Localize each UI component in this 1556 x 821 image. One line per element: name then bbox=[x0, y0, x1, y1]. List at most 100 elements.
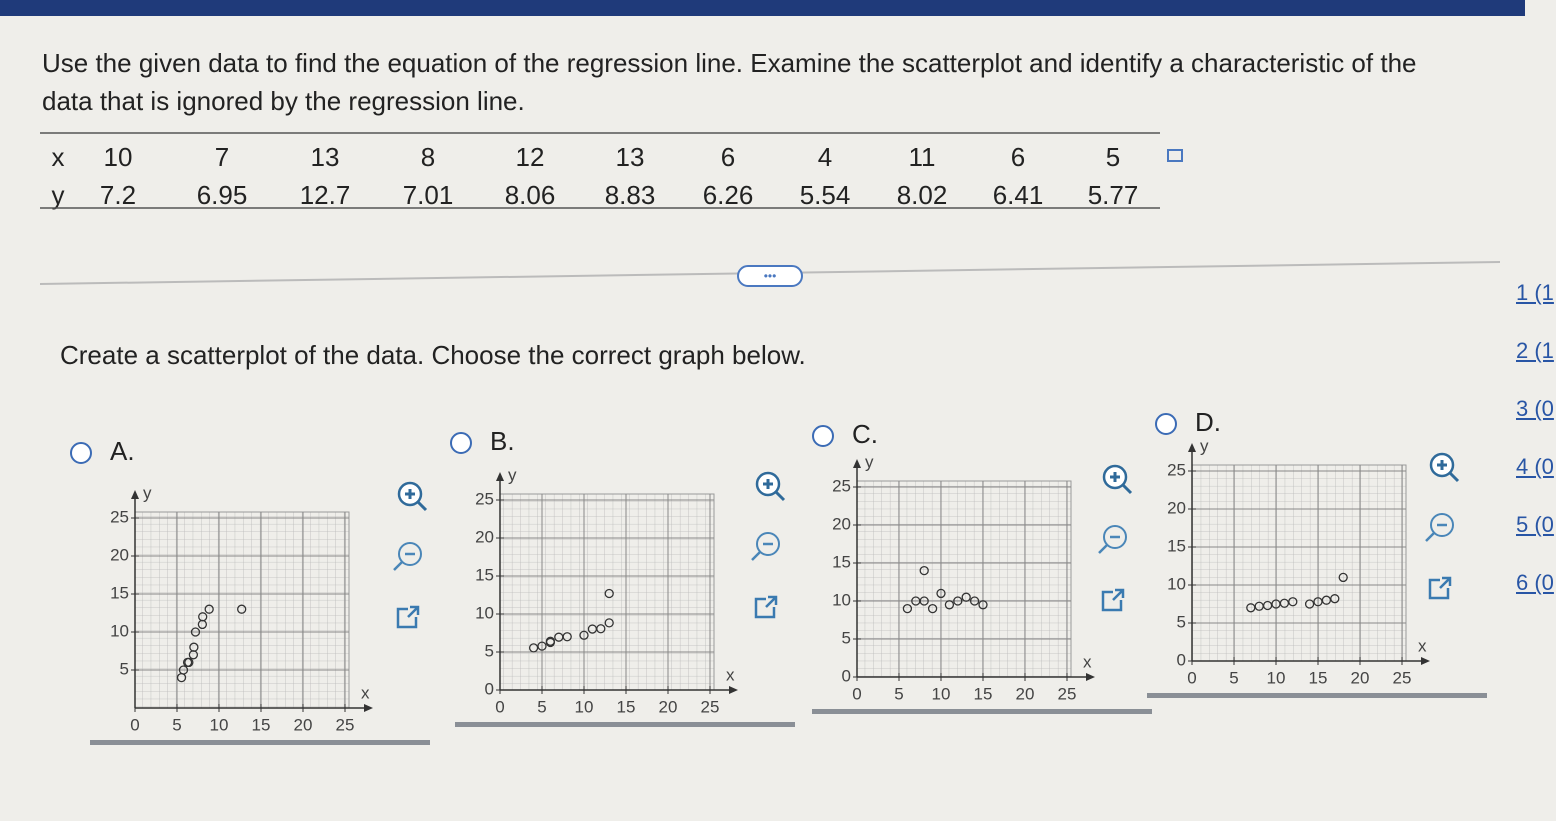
question-link[interactable]: 6 (0 bbox=[1516, 570, 1554, 595]
y-tick-label: 25 bbox=[110, 507, 129, 526]
x-tick-label: 5 bbox=[1229, 668, 1238, 687]
y-axis-label: y bbox=[1200, 436, 1209, 455]
plot-area bbox=[1191, 464, 1407, 662]
row-label: x bbox=[51, 142, 65, 172]
y-tick-label: 5 bbox=[120, 659, 129, 678]
zoom-out-icon[interactable] bbox=[1425, 523, 1447, 542]
y-tick-label: 15 bbox=[832, 552, 851, 571]
table-cell: 13 bbox=[310, 142, 340, 172]
y-arrow bbox=[496, 472, 504, 481]
point bbox=[237, 604, 247, 614]
x-tick-label: 20 bbox=[659, 697, 678, 716]
table-cell: 5 bbox=[1105, 142, 1121, 172]
y-tick-label: 20 bbox=[110, 545, 129, 564]
x-tick-label: 10 bbox=[575, 697, 594, 716]
zoom-out-icon[interactable] bbox=[751, 542, 773, 561]
point bbox=[604, 588, 614, 599]
radio-button[interactable] bbox=[450, 432, 472, 454]
plot-area bbox=[499, 493, 715, 691]
y-tick-label: 20 bbox=[832, 514, 851, 533]
table-cell: 12 bbox=[515, 142, 545, 172]
x-tick-label: 20 bbox=[1016, 684, 1035, 703]
y-arrow bbox=[1188, 443, 1196, 452]
zoom-out-icon[interactable] bbox=[756, 532, 780, 556]
question: Use the given data to find the equation … bbox=[42, 48, 1417, 116]
option-label[interactable]: C. bbox=[852, 419, 878, 449]
x-tick-label: 5 bbox=[172, 715, 181, 734]
table-cell: 6.95 bbox=[196, 180, 248, 210]
point bbox=[919, 565, 929, 576]
copy-icon[interactable] bbox=[1167, 149, 1183, 162]
table-cell: 5.77 bbox=[1087, 180, 1139, 210]
open-icon[interactable] bbox=[1101, 588, 1125, 612]
y-tick-label: 25 bbox=[832, 476, 851, 495]
question-link[interactable]: 5 (0 bbox=[1516, 512, 1554, 537]
y-tick-label: 10 bbox=[832, 590, 851, 609]
zoom-out-icon[interactable] bbox=[1098, 535, 1120, 554]
more-button-text[interactable]: ••• bbox=[764, 269, 777, 283]
table-cell: 8 bbox=[420, 142, 436, 172]
y-tick-label: 0 bbox=[842, 666, 851, 685]
point bbox=[528, 643, 539, 653]
table-cell: 11 bbox=[908, 142, 936, 172]
zoom-out-icon[interactable] bbox=[1430, 513, 1454, 537]
point bbox=[927, 603, 938, 614]
question-link[interactable]: 1 (1 bbox=[1516, 280, 1554, 305]
x-tick-label: 10 bbox=[1267, 668, 1286, 687]
open-icon[interactable] bbox=[754, 595, 778, 619]
y-tick-label: 5 bbox=[1177, 612, 1186, 631]
radio-button[interactable] bbox=[70, 442, 92, 464]
zoom-in-icon[interactable] bbox=[1110, 472, 1133, 495]
option-underline bbox=[455, 722, 795, 727]
option-label[interactable]: B. bbox=[490, 426, 515, 456]
table-cell: 8.83 bbox=[604, 180, 656, 210]
y-axis-label: y bbox=[865, 452, 874, 471]
option-underline bbox=[1147, 693, 1487, 698]
point bbox=[1279, 598, 1290, 608]
x-axis-label: x bbox=[726, 665, 735, 684]
row-label: y bbox=[51, 180, 65, 210]
x-arrow bbox=[364, 704, 373, 712]
option-label[interactable]: A. bbox=[110, 436, 135, 466]
point bbox=[944, 600, 955, 610]
x-axis-label: x bbox=[361, 683, 370, 702]
point bbox=[961, 592, 971, 602]
table-cell: 4 bbox=[817, 142, 833, 172]
x-arrow bbox=[1421, 657, 1430, 665]
point bbox=[978, 600, 988, 610]
point bbox=[562, 632, 572, 642]
open-icon[interactable] bbox=[396, 605, 420, 629]
x-axis-label: x bbox=[1418, 636, 1427, 655]
question-link[interactable]: 2 (1 bbox=[1516, 338, 1554, 363]
zoom-out-icon[interactable] bbox=[1103, 525, 1127, 549]
x-arrow bbox=[729, 686, 738, 694]
point bbox=[1288, 597, 1298, 607]
question-link[interactable]: 3 (0 bbox=[1516, 396, 1554, 421]
radio-button[interactable] bbox=[812, 425, 834, 447]
more-button[interactable] bbox=[737, 265, 803, 287]
zoom-in-icon[interactable] bbox=[1437, 460, 1460, 483]
table-cell: 5.54 bbox=[799, 180, 851, 210]
x-tick-label: 25 bbox=[1393, 668, 1412, 687]
x-tick-label: 15 bbox=[974, 684, 993, 703]
x-tick-label: 5 bbox=[537, 697, 546, 716]
x-tick-label: 0 bbox=[495, 697, 504, 716]
table-cell: 7.01 bbox=[402, 180, 454, 210]
x-arrow bbox=[1086, 673, 1095, 681]
y-tick-label: 10 bbox=[475, 603, 494, 622]
zoom-out-icon[interactable] bbox=[398, 542, 422, 566]
point bbox=[604, 618, 614, 628]
option-label[interactable]: D. bbox=[1195, 407, 1221, 437]
point bbox=[1338, 572, 1348, 583]
y-axis-label: y bbox=[508, 465, 517, 484]
y-tick-label: 25 bbox=[1167, 460, 1186, 479]
zoom-out-icon[interactable] bbox=[393, 552, 415, 571]
question-link[interactable]: 4 (0 bbox=[1516, 454, 1554, 479]
open-icon[interactable] bbox=[1428, 576, 1452, 600]
zoom-in-icon[interactable] bbox=[763, 479, 786, 502]
x-tick-label: 10 bbox=[210, 715, 229, 734]
zoom-in-icon[interactable] bbox=[405, 489, 428, 512]
y-tick-label: 0 bbox=[1177, 650, 1186, 669]
x-tick-label: 15 bbox=[617, 697, 636, 716]
radio-button[interactable] bbox=[1155, 413, 1177, 435]
